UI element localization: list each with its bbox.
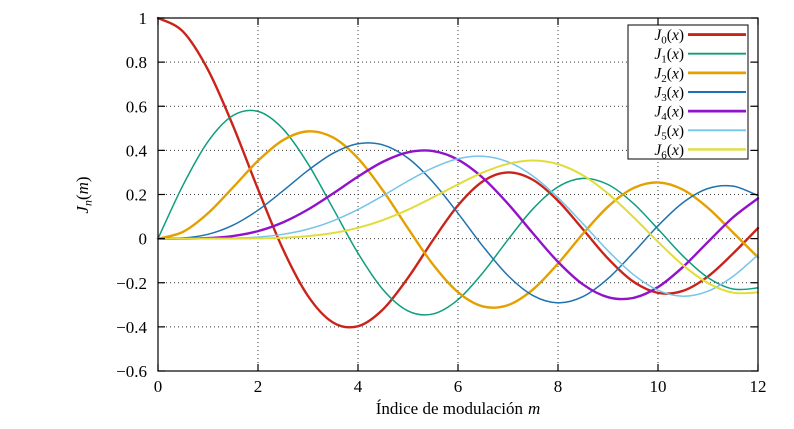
y-tick-label: −0.6: [116, 362, 147, 381]
curve-j0: [156, 16, 760, 329]
y-tick-label: 0.4: [126, 141, 148, 160]
x-tick-label: 0: [154, 377, 163, 396]
curve-j3: [157, 142, 759, 304]
curve-j6: [157, 159, 759, 295]
y-tick-label: −0.4: [116, 318, 147, 337]
y-tick-label: 0: [139, 230, 148, 249]
axis-ticks: [157, 17, 759, 372]
legend-label-j6: J6(x): [654, 142, 684, 162]
legend-label-j5: J5(x): [654, 123, 684, 143]
x-tick-label: 2: [254, 377, 263, 396]
y-tick-label: 0.6: [126, 97, 147, 116]
legend-label-j1: J1(x): [654, 46, 684, 66]
y-tick-label: 0.2: [126, 186, 147, 205]
x-axis-label-math: m: [528, 399, 540, 418]
y-tick-label: 0.8: [126, 53, 147, 72]
legend-label-j3: J3(x): [654, 85, 684, 105]
legend-label-j4: J4(x): [654, 104, 684, 124]
y-tick-label: −0.2: [116, 274, 147, 293]
curve-j4: [156, 149, 760, 301]
curve-j5: [157, 155, 759, 297]
x-tick-label: 6: [454, 377, 463, 396]
y-tick-label: 1: [139, 9, 148, 28]
x-tick-label: 10: [650, 377, 667, 396]
x-tick-label: 4: [354, 377, 363, 396]
curve-j2: [156, 130, 760, 309]
x-axis-label: Índice de modulación m: [376, 399, 541, 418]
curve-j1: [157, 109, 759, 316]
legend-label-j0: J0(x): [654, 27, 684, 47]
x-tick-label: 12: [750, 377, 767, 396]
x-tick-label: 8: [554, 377, 563, 396]
data-curves: [156, 16, 760, 329]
y-axis-label: Jn(m): [73, 176, 95, 213]
legend: J0(x)J1(x)J2(x)J3(x)J4(x)J5(x)J6(x): [627, 24, 749, 162]
legend-label-j2: J2(x): [654, 65, 684, 85]
tick-labels: 0 2 4 6 8 10 12 −0.6 −0.4 −0.2 0 0.2 0.4 0.6 0.8 1: [116, 9, 766, 396]
